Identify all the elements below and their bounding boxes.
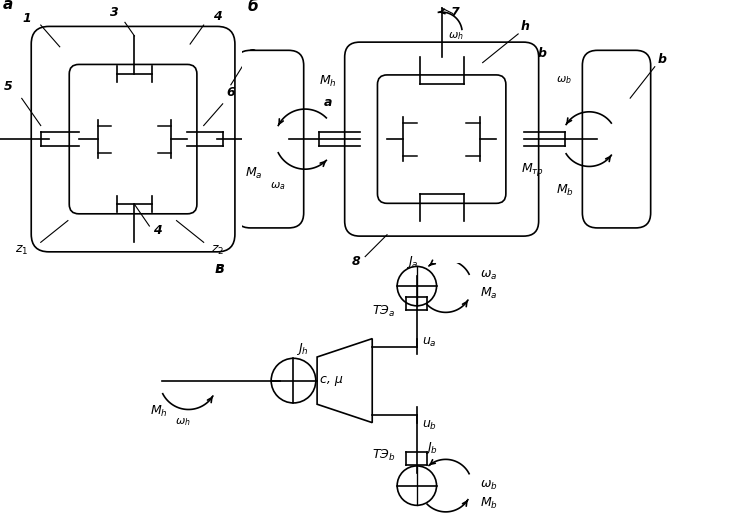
Text: h: h (521, 20, 530, 33)
Text: $\omega_h$: $\omega_h$ (175, 416, 191, 428)
Text: 2: 2 (248, 48, 257, 61)
Text: $M_b$: $M_b$ (556, 183, 574, 198)
Text: $z_1$: $z_1$ (15, 244, 29, 257)
FancyBboxPatch shape (32, 26, 235, 252)
Text: a: a (324, 97, 333, 109)
Text: 4: 4 (153, 224, 162, 237)
Text: $ТЭ_a$: $ТЭ_a$ (372, 304, 396, 319)
Text: $M_b$: $M_b$ (480, 496, 498, 511)
Text: $M_h$: $M_h$ (319, 74, 336, 89)
Text: b: b (537, 47, 546, 60)
Text: $u_a$: $u_a$ (422, 336, 437, 349)
Text: в: в (215, 261, 225, 276)
Text: $\omega_h$: $\omega_h$ (448, 30, 464, 42)
FancyBboxPatch shape (69, 65, 197, 214)
Text: 5: 5 (4, 80, 12, 93)
Text: б: б (247, 0, 258, 14)
Text: а: а (3, 0, 13, 12)
Text: 8: 8 (352, 255, 360, 268)
Text: 1: 1 (23, 13, 32, 25)
FancyBboxPatch shape (582, 50, 650, 228)
Text: $J_b$: $J_b$ (425, 440, 437, 457)
Text: $M_{тр}$: $M_{тр}$ (521, 161, 544, 178)
Text: $ТЭ_b$: $ТЭ_b$ (372, 448, 396, 464)
Text: $M_a$: $M_a$ (245, 166, 263, 182)
FancyBboxPatch shape (345, 42, 539, 236)
Text: 3: 3 (109, 6, 118, 18)
Text: $M_h$: $M_h$ (150, 404, 168, 419)
Text: $z_2$: $z_2$ (211, 244, 224, 257)
Text: $\omega_a$: $\omega_a$ (269, 180, 285, 192)
Text: 4: 4 (213, 9, 222, 23)
Text: $u_b$: $u_b$ (422, 419, 437, 432)
Text: c, μ: c, μ (320, 373, 343, 386)
Text: 6: 6 (227, 86, 235, 99)
FancyBboxPatch shape (377, 75, 506, 203)
Text: $\omega_b$: $\omega_b$ (556, 74, 573, 86)
Text: $J_a$: $J_a$ (407, 254, 419, 270)
Text: 7: 7 (450, 6, 459, 19)
Text: $\omega_b$: $\omega_b$ (480, 479, 498, 492)
Text: $M_a$: $M_a$ (480, 286, 498, 301)
Text: $\omega_a$: $\omega_a$ (480, 269, 497, 282)
Text: b: b (658, 52, 666, 66)
Text: $J_h$: $J_h$ (296, 341, 309, 357)
FancyBboxPatch shape (236, 50, 304, 228)
